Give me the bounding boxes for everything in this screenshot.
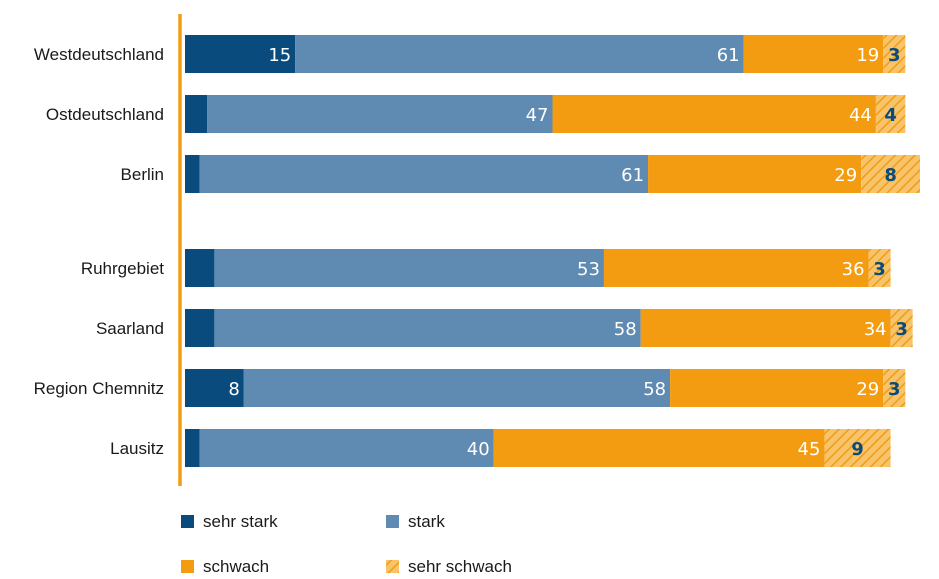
category-label: Lausitz <box>110 439 164 458</box>
bar-sehr-stark <box>185 429 200 467</box>
legend-item-sehr-schwach: sehr schwach <box>386 557 512 576</box>
legend-swatch <box>386 515 399 528</box>
data-label-sehr-schwach: 3 <box>873 259 886 280</box>
category-label: Region Chemnitz <box>34 379 164 398</box>
data-label-stark: 61 <box>717 45 740 66</box>
legend-item-schwach: schwach <box>181 557 269 576</box>
category-label: Ruhrgebiet <box>81 259 164 278</box>
bar-schwach <box>670 369 884 407</box>
data-label-schwach: 44 <box>849 105 872 126</box>
legend-swatch <box>181 515 194 528</box>
data-label-stark: 47 <box>526 105 549 126</box>
data-label-schwach: 29 <box>834 165 857 186</box>
bar-sehr-schwach <box>883 369 906 407</box>
data-label-sehr-schwach: 4 <box>884 105 897 126</box>
bar-schwach <box>552 95 876 133</box>
category-label: Westdeutschland <box>34 45 164 64</box>
bar-sehr-stark <box>185 309 215 347</box>
data-label-sehr-schwach: 3 <box>895 319 908 340</box>
bar-sehr-stark <box>185 369 244 407</box>
bar-sehr-stark <box>185 35 296 73</box>
data-label-schwach: 19 <box>856 45 879 66</box>
data-label-stark: 40 <box>467 439 490 460</box>
category-label: Ostdeutschland <box>46 105 164 124</box>
data-label-sehr-stark: 15 <box>268 45 291 66</box>
bar-schwach <box>603 249 869 287</box>
data-label-schwach: 36 <box>842 259 865 280</box>
bar-stark <box>207 95 553 133</box>
legend-label: sehr schwach <box>408 557 512 576</box>
bar-sehr-stark <box>185 95 208 133</box>
category-label: Berlin <box>121 165 164 184</box>
bar-stark <box>214 249 604 287</box>
bars-layer: 1561193347444261298453363458343858293240… <box>185 35 920 467</box>
bar-sehr-stark <box>185 155 200 193</box>
data-label-sehr-schwach: 9 <box>851 439 864 460</box>
bar-schwach <box>493 429 825 467</box>
legend-label: stark <box>408 512 445 531</box>
legend-item-sehr-stark: sehr stark <box>181 512 278 531</box>
bar-stark <box>199 429 494 467</box>
bar-stark <box>243 369 671 407</box>
legend-label: sehr stark <box>203 512 278 531</box>
data-label-schwach: 34 <box>864 319 887 340</box>
bar-sehr-schwach <box>875 95 906 133</box>
legend-swatch <box>181 560 194 573</box>
legend: sehr stark stark schwach sehr schwach <box>181 512 512 576</box>
data-label-schwach: 29 <box>856 379 879 400</box>
data-label-sehr-schwach: 3 <box>888 45 901 66</box>
data-label-stark: 58 <box>614 319 637 340</box>
bar-sehr-schwach <box>861 155 920 193</box>
legend-label: schwach <box>203 557 269 576</box>
legend-swatch <box>386 560 399 573</box>
bar-sehr-stark <box>185 249 215 287</box>
data-label-sehr-schwach: 3 <box>888 379 901 400</box>
data-label-schwach: 45 <box>798 439 821 460</box>
bar-sehr-schwach <box>868 249 891 287</box>
legend-item-stark: stark <box>386 512 445 531</box>
category-label: Saarland <box>96 319 164 338</box>
data-label-stark: 61 <box>621 165 644 186</box>
bar-stark <box>199 155 649 193</box>
data-label-stark: 58 <box>643 379 666 400</box>
bar-stark <box>214 309 641 347</box>
bar-stark <box>295 35 744 73</box>
data-label-sehr-schwach: 8 <box>884 165 897 186</box>
bar-schwach <box>648 155 862 193</box>
data-label-stark: 53 <box>577 259 600 280</box>
bar-schwach <box>743 35 884 73</box>
bar-sehr-schwach <box>824 429 891 467</box>
bar-schwach <box>640 309 891 347</box>
bar-sehr-schwach <box>883 35 906 73</box>
data-label-sehr-stark: 8 <box>228 379 239 400</box>
category-labels: Westdeutschland Ostdeutschland Berlin Ruhrg… <box>34 45 165 458</box>
bar-sehr-schwach <box>890 309 913 347</box>
